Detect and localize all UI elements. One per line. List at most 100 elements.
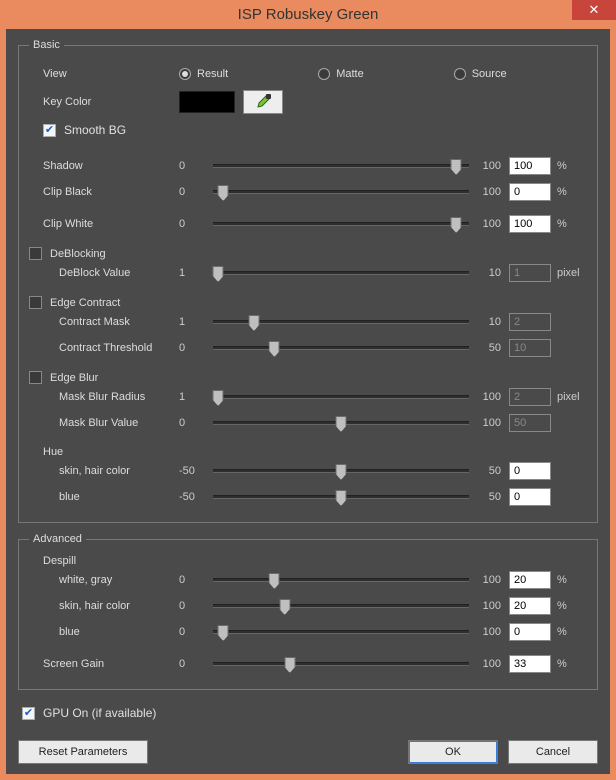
despill-skin-hair-slider[interactable] bbox=[213, 604, 469, 608]
clip-white-slider[interactable] bbox=[213, 222, 469, 226]
hue-blue-label: blue bbox=[29, 491, 179, 503]
screen-gain-min: 0 bbox=[179, 658, 207, 670]
ok-button[interactable]: OK bbox=[408, 740, 498, 764]
despill-white-gray-value[interactable] bbox=[509, 571, 551, 589]
deblock-value-slider[interactable] bbox=[213, 271, 469, 275]
contract-threshold-row: Contract Threshold 0 50 bbox=[29, 335, 587, 361]
contract-threshold-value bbox=[509, 339, 551, 357]
contract-threshold-thumb[interactable] bbox=[269, 341, 280, 357]
deblock-value-max: 10 bbox=[475, 267, 509, 279]
deblocking-checkbox[interactable] bbox=[29, 247, 42, 260]
hue-blue-max: 50 bbox=[475, 491, 509, 503]
despill-blue-label: blue bbox=[29, 626, 179, 638]
despill-white-gray-slider[interactable] bbox=[213, 578, 469, 582]
despill-blue-thumb[interactable] bbox=[218, 625, 229, 641]
deblock-value-unit: pixel bbox=[557, 267, 587, 279]
close-button[interactable]: ✕ bbox=[572, 0, 616, 20]
clip-white-unit: % bbox=[557, 218, 587, 230]
button-bar: Reset Parameters OK Cancel bbox=[18, 740, 598, 764]
key-color-label: Key Color bbox=[29, 96, 179, 108]
despill-blue-value[interactable] bbox=[509, 623, 551, 641]
reset-button-label: Reset Parameters bbox=[39, 746, 128, 758]
radio-result[interactable]: Result bbox=[179, 68, 228, 80]
clip-white-label: Clip White bbox=[29, 218, 179, 230]
edge-contract-toggle[interactable]: Edge Contract bbox=[29, 296, 587, 309]
radio-matte-label: Matte bbox=[336, 68, 364, 80]
advanced-legend: Advanced bbox=[29, 533, 86, 545]
shadow-thumb[interactable] bbox=[451, 159, 462, 175]
screen-gain-unit: % bbox=[557, 658, 587, 670]
mask-blur-value-thumb[interactable] bbox=[336, 416, 347, 432]
contract-mask-thumb[interactable] bbox=[248, 315, 259, 331]
cancel-button[interactable]: Cancel bbox=[508, 740, 598, 764]
hue-blue-row: blue -50 50 bbox=[29, 484, 587, 510]
shadow-slider[interactable] bbox=[213, 164, 469, 168]
clip-white-thumb[interactable] bbox=[451, 217, 462, 233]
smooth-bg-label: Smooth BG bbox=[64, 123, 126, 137]
clip-black-unit: % bbox=[557, 186, 587, 198]
clip-black-label: Clip Black bbox=[29, 186, 179, 198]
despill-white-gray-min: 0 bbox=[179, 574, 207, 586]
deblocking-toggle[interactable]: DeBlocking bbox=[29, 247, 587, 260]
reset-button[interactable]: Reset Parameters bbox=[18, 740, 148, 764]
hue-skin-hair-max: 50 bbox=[475, 465, 509, 477]
screen-gain-value[interactable] bbox=[509, 655, 551, 673]
hue-skin-hair-thumb[interactable] bbox=[336, 464, 347, 480]
despill-white-gray-row: white, gray 0 100 % bbox=[29, 567, 587, 593]
despill-blue-unit: % bbox=[557, 626, 587, 638]
mask-blur-value-slider[interactable] bbox=[213, 421, 469, 425]
smooth-bg-row[interactable]: ✔ Smooth BG bbox=[29, 117, 587, 143]
gpu-row[interactable]: ✔ GPU On (if available) bbox=[18, 700, 598, 726]
clip-black-value[interactable] bbox=[509, 183, 551, 201]
edge-blur-checkbox[interactable] bbox=[29, 371, 42, 384]
hue-skin-hair-value[interactable] bbox=[509, 462, 551, 480]
mask-blur-radius-value bbox=[509, 388, 551, 406]
contract-mask-min: 1 bbox=[179, 316, 207, 328]
basic-legend: Basic bbox=[29, 39, 64, 51]
screen-gain-thumb[interactable] bbox=[284, 657, 295, 673]
view-radios: Result Matte Source bbox=[179, 68, 507, 80]
despill-white-gray-thumb[interactable] bbox=[269, 573, 280, 589]
hue-blue-thumb[interactable] bbox=[336, 490, 347, 506]
contract-threshold-slider[interactable] bbox=[213, 346, 469, 350]
screen-gain-slider[interactable] bbox=[213, 662, 469, 666]
eyedropper-button[interactable] bbox=[243, 90, 283, 114]
shadow-min: 0 bbox=[179, 160, 207, 172]
key-color-swatch[interactable] bbox=[179, 91, 235, 113]
contract-mask-slider[interactable] bbox=[213, 320, 469, 324]
screen-gain-label: Screen Gain bbox=[29, 658, 179, 670]
radio-source[interactable]: Source bbox=[454, 68, 507, 80]
despill-skin-hair-value[interactable] bbox=[509, 597, 551, 615]
mask-blur-radius-slider[interactable] bbox=[213, 395, 469, 399]
window: ISP Robuskey Green ✕ Basic View Result M… bbox=[0, 0, 616, 780]
clip-black-slider[interactable] bbox=[213, 190, 469, 194]
contract-mask-value bbox=[509, 313, 551, 331]
hue-skin-hair-row: skin, hair color -50 50 bbox=[29, 458, 587, 484]
cancel-button-label: Cancel bbox=[536, 746, 570, 758]
despill-skin-hair-thumb[interactable] bbox=[279, 599, 290, 615]
despill-blue-slider[interactable] bbox=[213, 630, 469, 634]
smooth-bg-checkbox[interactable]: ✔ bbox=[43, 124, 56, 137]
clip-black-row: Clip Black 0 100 % bbox=[29, 179, 587, 205]
edge-blur-toggle[interactable]: Edge Blur bbox=[29, 371, 587, 384]
hue-skin-hair-slider[interactable] bbox=[213, 469, 469, 473]
deblock-value-thumb[interactable] bbox=[213, 266, 224, 282]
screen-gain-max: 100 bbox=[475, 658, 509, 670]
gpu-checkbox[interactable]: ✔ bbox=[22, 707, 35, 720]
hue-blue-value[interactable] bbox=[509, 488, 551, 506]
despill-skin-hair-unit: % bbox=[557, 600, 587, 612]
radio-matte[interactable]: Matte bbox=[318, 68, 364, 80]
mask-blur-radius-thumb[interactable] bbox=[213, 390, 224, 406]
clip-white-value[interactable] bbox=[509, 215, 551, 233]
screen-gain-row: Screen Gain 0 100 % bbox=[29, 651, 587, 677]
clip-black-thumb[interactable] bbox=[218, 185, 229, 201]
hue-blue-slider[interactable] bbox=[213, 495, 469, 499]
edge-contract-checkbox[interactable] bbox=[29, 296, 42, 309]
deblock-value-min: 1 bbox=[179, 267, 207, 279]
contract-threshold-min: 0 bbox=[179, 342, 207, 354]
mask-blur-radius-min: 1 bbox=[179, 391, 207, 403]
ok-button-label: OK bbox=[445, 746, 461, 758]
shadow-value[interactable] bbox=[509, 157, 551, 175]
hue-skin-hair-label: skin, hair color bbox=[29, 465, 179, 477]
deblock-value-row: DeBlock Value 1 10 pixel bbox=[29, 260, 587, 286]
